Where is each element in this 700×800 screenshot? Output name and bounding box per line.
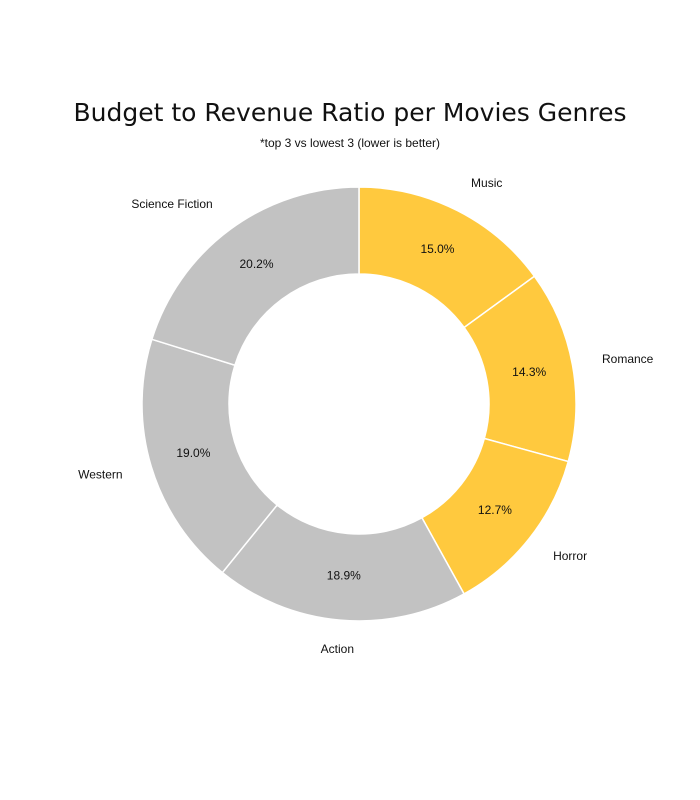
chart-title: Budget to Revenue Ratio per Movies Genre…	[73, 98, 627, 127]
value-label-music: 15.0%	[420, 242, 454, 256]
category-label-music: Music	[471, 176, 502, 190]
value-label-romance: 14.3%	[512, 365, 546, 379]
value-label-western: 19.0%	[176, 446, 210, 460]
category-label-action: Action	[321, 642, 354, 656]
category-label-western: Western	[78, 468, 122, 482]
value-label-horror: 12.7%	[478, 503, 512, 517]
chart-subtitle: *top 3 vs lowest 3 (lower is better)	[259, 136, 441, 150]
value-label-science-fiction: 20.2%	[240, 257, 274, 271]
slice-science-fiction	[150, 186, 360, 367]
value-label-action: 18.9%	[327, 569, 361, 583]
category-label-horror: Horror	[553, 549, 587, 563]
category-label-romance: Romance	[602, 352, 654, 366]
category-label-science-fiction: Science Fiction	[131, 197, 212, 211]
slice-western	[141, 338, 279, 574]
